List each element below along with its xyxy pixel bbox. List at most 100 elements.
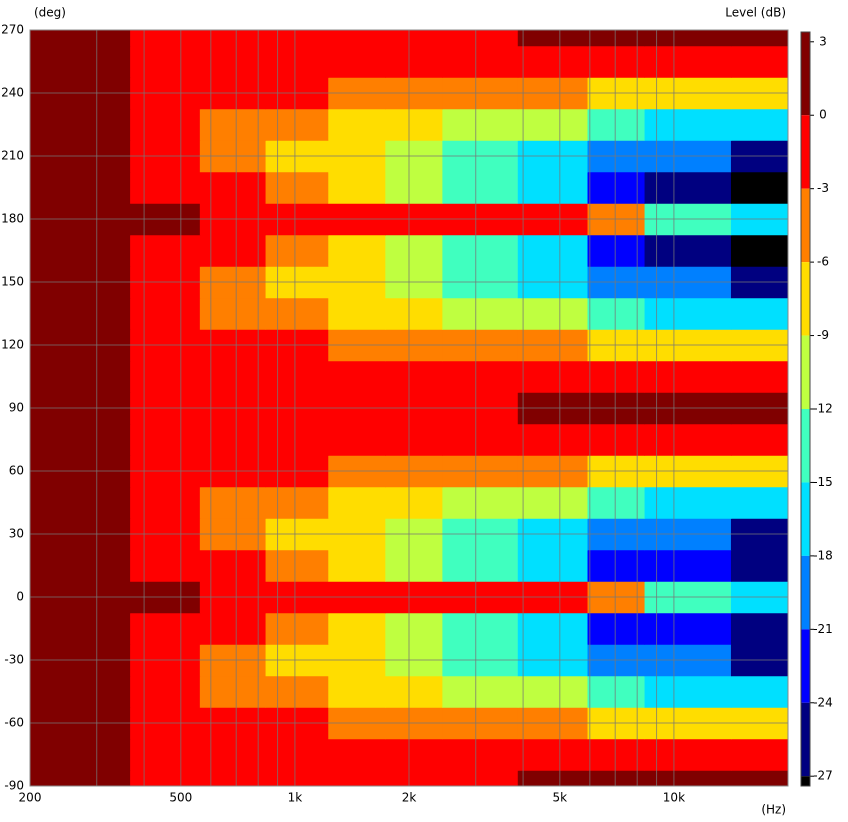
cell — [385, 675, 443, 708]
cell — [199, 770, 267, 787]
cell — [644, 770, 732, 787]
cell — [587, 675, 646, 708]
cell — [587, 770, 646, 787]
y-tick-label: 0 — [16, 590, 24, 604]
cell — [730, 675, 789, 708]
cell — [199, 30, 267, 47]
cell — [265, 171, 329, 204]
cell — [587, 45, 646, 78]
cell — [517, 45, 589, 78]
cell — [30, 738, 64, 771]
cell — [265, 297, 329, 330]
cell — [328, 360, 386, 393]
colorbar-band — [801, 115, 810, 189]
colorbar-band — [801, 262, 810, 336]
cell — [442, 234, 519, 267]
cell — [328, 423, 386, 456]
cell — [442, 171, 519, 204]
cell — [265, 486, 329, 519]
cell — [30, 171, 64, 204]
x-tick-label: 5k — [553, 791, 568, 805]
cell — [644, 45, 732, 78]
cell — [199, 297, 267, 330]
y-tick-label: 30 — [9, 527, 24, 541]
y-tick-label: 270 — [1, 23, 24, 37]
cell — [385, 486, 443, 519]
cell — [730, 30, 789, 47]
cell — [442, 30, 519, 47]
cell — [30, 45, 64, 78]
cell — [644, 297, 732, 330]
cell — [587, 108, 646, 141]
cell — [328, 171, 386, 204]
cell — [644, 360, 732, 393]
cell — [385, 297, 443, 330]
cell — [265, 30, 329, 47]
cell — [730, 738, 789, 771]
x-tick-label: 10k — [663, 791, 685, 805]
cell — [517, 486, 589, 519]
cell — [385, 234, 443, 267]
cell — [265, 108, 329, 141]
cell — [644, 549, 732, 582]
colorbar-band — [801, 776, 810, 786]
cell — [385, 423, 443, 456]
cell — [30, 675, 64, 708]
cell — [199, 612, 267, 645]
cell — [30, 423, 64, 456]
cell — [385, 612, 443, 645]
colorbar-band — [801, 188, 810, 263]
cell — [199, 171, 267, 204]
cell — [442, 360, 519, 393]
cell — [199, 675, 267, 708]
cell — [385, 30, 443, 47]
y-tick-label: 150 — [1, 275, 24, 289]
colorbar-tick-label: -24 — [813, 695, 833, 709]
cell — [385, 171, 443, 204]
cell — [730, 423, 789, 456]
cell — [517, 612, 589, 645]
cell — [265, 770, 329, 787]
colorbar-band — [801, 702, 810, 777]
cell — [30, 234, 64, 267]
cell — [730, 108, 789, 141]
cell — [442, 108, 519, 141]
cell — [730, 486, 789, 519]
cell — [30, 612, 64, 645]
cell — [328, 738, 386, 771]
cell — [587, 612, 646, 645]
cell — [199, 45, 267, 78]
cell — [30, 549, 64, 582]
cell — [130, 486, 201, 519]
cell — [130, 612, 201, 645]
cell — [328, 486, 386, 519]
cell — [517, 738, 589, 771]
cell — [442, 486, 519, 519]
colorbar-tick-label: -3 — [817, 181, 829, 195]
cell — [328, 234, 386, 267]
cell — [265, 423, 329, 456]
cell — [587, 486, 646, 519]
cell — [130, 675, 201, 708]
colorbar-tick-label: -15 — [813, 475, 833, 489]
cell — [199, 738, 267, 771]
y-tick-label: 180 — [1, 212, 24, 226]
cell — [385, 549, 443, 582]
cell — [517, 675, 589, 708]
cell — [130, 171, 201, 204]
cell — [30, 360, 64, 393]
cell — [385, 45, 443, 78]
cell — [442, 770, 519, 787]
colorbar-tick-label: -27 — [813, 769, 833, 783]
cell — [644, 171, 732, 204]
cell — [199, 486, 267, 519]
cell — [199, 108, 267, 141]
colorbar-band — [801, 32, 810, 116]
cell — [517, 297, 589, 330]
colorbar-band — [801, 555, 810, 630]
colorbar-band — [801, 409, 810, 483]
cell — [644, 234, 732, 267]
colorbar-tick-label: -21 — [813, 622, 833, 636]
cell — [587, 171, 646, 204]
cell — [328, 297, 386, 330]
